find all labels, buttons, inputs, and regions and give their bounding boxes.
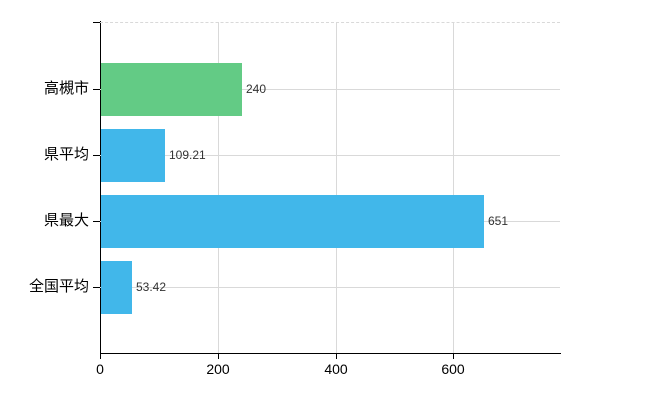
horizontal-gridline <box>100 155 560 156</box>
x-tick-label: 400 <box>324 361 348 377</box>
y-axis-tick <box>93 287 100 288</box>
x-tick-label: 0 <box>96 361 104 377</box>
x-tick-label: 600 <box>441 361 465 377</box>
value-label: 53.42 <box>136 280 167 294</box>
x-axis-tick <box>100 354 101 359</box>
category-label: 全国平均 <box>28 278 89 295</box>
category-label: 県平均 <box>43 146 89 163</box>
bar[interactable] <box>101 260 132 314</box>
y-axis-tick <box>93 155 100 156</box>
vertical-gridline <box>336 22 337 353</box>
value-label: 240 <box>246 82 267 96</box>
y-axis-line <box>100 21 101 354</box>
x-tick-label: 200 <box>206 361 230 377</box>
bar[interactable] <box>101 62 242 116</box>
bar[interactable] <box>101 194 484 248</box>
value-label: 651 <box>488 214 509 228</box>
x-axis-line <box>100 353 561 354</box>
y-axis-tick <box>93 89 100 90</box>
category-label: 県最大 <box>43 212 89 229</box>
x-axis-tick <box>336 354 337 359</box>
y-axis-tick <box>93 221 100 222</box>
vertical-gridline <box>218 22 219 353</box>
horizontal-gridline <box>100 287 560 288</box>
x-axis-tick <box>453 354 454 359</box>
y-axis-top-tick <box>93 22 100 23</box>
bar[interactable] <box>101 128 165 182</box>
category-label: 高槻市 <box>43 80 89 97</box>
value-label: 109.21 <box>169 148 206 162</box>
top-boundary-dashed-gridline <box>100 22 560 23</box>
x-axis-tick <box>218 354 219 359</box>
horizontal-gridline <box>100 89 560 90</box>
vertical-gridline <box>453 22 454 353</box>
